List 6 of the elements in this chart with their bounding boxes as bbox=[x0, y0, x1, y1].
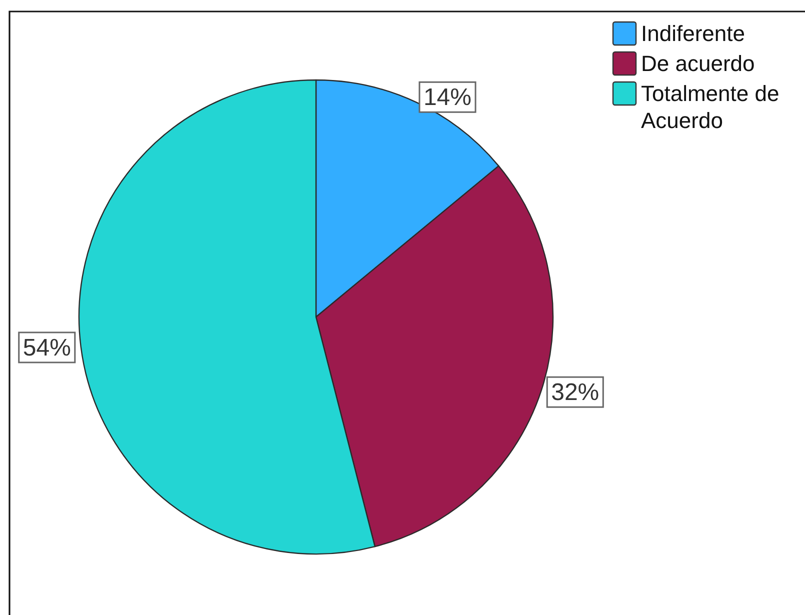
legend-label: Totalmente de Acuerdo bbox=[641, 81, 780, 133]
data-label: 54% bbox=[22, 334, 71, 361]
data-label: 32% bbox=[551, 378, 600, 406]
data-label: 14% bbox=[423, 84, 472, 111]
legend-label: Indiferente bbox=[641, 21, 745, 46]
legend-label: De acuerdo bbox=[641, 51, 755, 76]
